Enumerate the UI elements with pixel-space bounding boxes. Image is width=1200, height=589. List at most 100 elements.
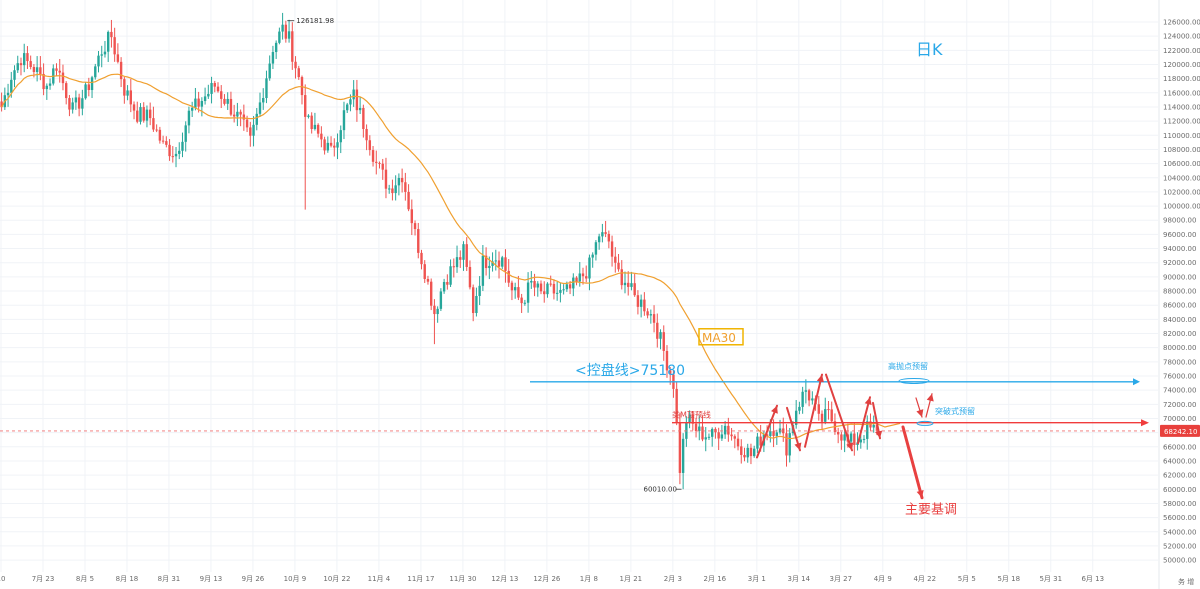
candle-body bbox=[504, 257, 507, 271]
y-tick-label: 120000.00 bbox=[1163, 61, 1200, 69]
candle-body bbox=[375, 161, 378, 163]
x-tick-label: 11月 30 bbox=[449, 575, 476, 583]
candle-body bbox=[433, 305, 436, 315]
candle-body bbox=[316, 124, 320, 134]
candle-body bbox=[827, 409, 830, 411]
candle-body bbox=[284, 24, 288, 39]
candle-body bbox=[804, 390, 808, 392]
candle-body bbox=[817, 404, 820, 414]
candle-body bbox=[87, 84, 91, 91]
candle-body bbox=[782, 428, 785, 434]
x-tick-label: 6月 13 bbox=[1081, 575, 1104, 583]
arrow-down-2 bbox=[825, 373, 853, 452]
candle-body bbox=[617, 262, 620, 270]
x-tick-label: 4月 9 bbox=[874, 575, 892, 583]
candle-body bbox=[656, 322, 659, 339]
candle-body bbox=[446, 281, 449, 285]
arrow-up-2 bbox=[804, 373, 823, 448]
candle-body bbox=[429, 281, 433, 306]
candle-body bbox=[517, 287, 520, 298]
candle-body bbox=[510, 282, 514, 291]
candle-body bbox=[520, 297, 523, 304]
candle-body bbox=[594, 242, 598, 255]
pullback-arrow-up-head bbox=[926, 393, 934, 402]
candle-body bbox=[691, 414, 695, 424]
candle-body bbox=[142, 107, 145, 121]
candle-body bbox=[533, 280, 536, 288]
candle-body bbox=[362, 107, 365, 129]
candle-body bbox=[675, 388, 678, 423]
candle-body bbox=[239, 111, 242, 115]
candle-body bbox=[740, 446, 743, 455]
candle-body bbox=[300, 77, 304, 96]
candle-body bbox=[507, 270, 510, 283]
candle-body bbox=[730, 434, 733, 437]
candle-body bbox=[358, 107, 362, 111]
candle-body bbox=[181, 141, 184, 151]
candle-body bbox=[19, 63, 23, 66]
candle-body bbox=[294, 61, 297, 69]
candle-body bbox=[349, 99, 352, 105]
y-tick-label: 76000.00 bbox=[1163, 373, 1196, 381]
x-tick-label: 2月 16 bbox=[704, 575, 727, 583]
candle-body bbox=[849, 433, 853, 442]
candle-body bbox=[103, 51, 107, 55]
y-tick-label: 90000.00 bbox=[1163, 273, 1196, 281]
candle-body bbox=[329, 142, 333, 146]
x-axis-tick-labels: 10 7月 23 8月 5 8月 18 8月 31 9月 13 9月 26 10月 9 10月 … bbox=[0, 575, 1104, 583]
last-price-label: 68242.10 bbox=[1164, 428, 1197, 436]
high-label: 126181.98 bbox=[296, 17, 334, 25]
candle-body bbox=[197, 98, 200, 107]
candle-body bbox=[287, 31, 291, 39]
x-tick-label: 3月 27 bbox=[830, 575, 853, 583]
main-tone-label: 主要基调 bbox=[905, 502, 957, 517]
candle-body bbox=[604, 232, 607, 234]
candle-body bbox=[794, 410, 798, 425]
candle-body bbox=[723, 425, 727, 435]
candle-body bbox=[281, 24, 284, 32]
candle-body bbox=[756, 436, 759, 449]
y-tick-label: 54000.00 bbox=[1163, 528, 1196, 536]
y-tick-label: 88000.00 bbox=[1163, 288, 1196, 296]
candle-body bbox=[597, 236, 601, 243]
candle-body bbox=[26, 53, 29, 62]
candle-body bbox=[210, 83, 213, 94]
candle-body bbox=[727, 425, 730, 435]
candle-body bbox=[194, 98, 197, 108]
candle-body bbox=[291, 31, 294, 62]
candle-body bbox=[307, 115, 310, 117]
candle-body bbox=[484, 255, 488, 269]
candle-body bbox=[410, 209, 414, 224]
candle-body bbox=[478, 285, 481, 296]
candle-body bbox=[769, 431, 772, 436]
candle-body bbox=[452, 266, 455, 268]
candle-body bbox=[875, 424, 879, 431]
candle-body bbox=[71, 102, 74, 110]
candle-body bbox=[659, 332, 662, 339]
candle-body bbox=[830, 409, 833, 422]
y-tick-label: 92000.00 bbox=[1163, 259, 1196, 267]
candle-body bbox=[449, 266, 452, 285]
candle-body bbox=[614, 256, 617, 263]
candle-body bbox=[526, 282, 530, 303]
x-tick-label: 5月 18 bbox=[997, 575, 1020, 583]
candle-body bbox=[174, 153, 178, 157]
chart-title: 日K bbox=[916, 40, 943, 59]
candle-body bbox=[333, 145, 336, 148]
y-tick-label: 122000.00 bbox=[1163, 47, 1200, 55]
candles bbox=[0, 12, 879, 490]
candle-body bbox=[65, 83, 68, 99]
candle-body bbox=[501, 257, 504, 267]
candle-body bbox=[236, 111, 239, 117]
candle-body bbox=[866, 421, 869, 439]
candle-body bbox=[455, 257, 459, 268]
y-tick-label: 52000.00 bbox=[1163, 542, 1196, 550]
candle-body bbox=[226, 98, 229, 104]
candle-body bbox=[168, 144, 171, 157]
candle-body bbox=[368, 140, 372, 151]
x-tick-label: 11月 4 bbox=[368, 575, 391, 583]
candle-body bbox=[765, 434, 769, 436]
candle-body bbox=[494, 260, 497, 262]
candle-body bbox=[620, 269, 623, 286]
